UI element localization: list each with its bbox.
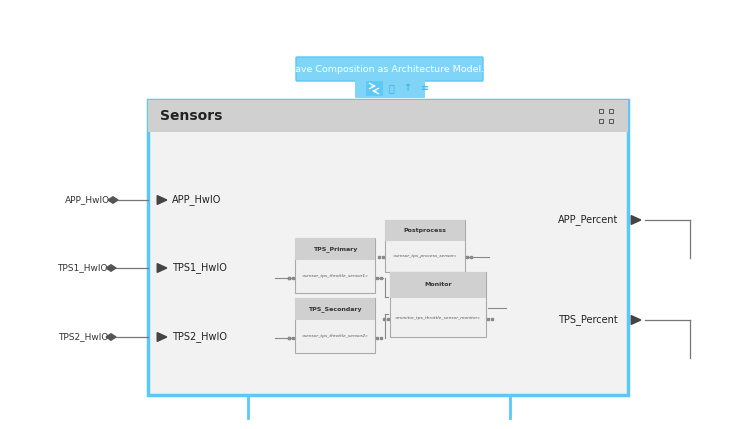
Polygon shape (157, 332, 167, 341)
Text: «sensor_tps_throttle_sensor1»: «sensor_tps_throttle_sensor1» (301, 275, 369, 278)
Bar (295, 238, 375, 293)
Polygon shape (631, 216, 641, 224)
Text: ≡: ≡ (421, 83, 429, 93)
Bar (385, 220, 465, 272)
Bar (295, 238, 375, 260)
Bar (390, 272, 486, 337)
FancyBboxPatch shape (148, 100, 628, 395)
Bar (385, 220, 465, 241)
FancyBboxPatch shape (355, 78, 425, 98)
Polygon shape (106, 334, 116, 340)
Bar (148, 100, 628, 132)
Bar (599, 109, 604, 113)
Text: TPS_Primary: TPS_Primary (313, 246, 357, 252)
Text: ⛓: ⛓ (388, 83, 394, 93)
Text: APP_HwIO: APP_HwIO (172, 194, 222, 205)
Text: Monitor: Monitor (424, 283, 452, 287)
Text: APP_Percent: APP_Percent (557, 214, 618, 226)
Text: «sensor_tps_process_sensor»: «sensor_tps_process_sensor» (392, 254, 457, 258)
Bar (295, 298, 375, 353)
Text: ↑: ↑ (404, 83, 412, 93)
Text: TPS2_HwIO: TPS2_HwIO (172, 332, 227, 342)
Text: TPS_Secondary: TPS_Secondary (308, 306, 362, 312)
Bar (609, 119, 612, 123)
Text: Sensors: Sensors (160, 109, 222, 123)
Text: APP_HwIO: APP_HwIO (65, 196, 110, 205)
FancyBboxPatch shape (296, 57, 483, 81)
Bar (599, 119, 604, 123)
Text: Postprocess: Postprocess (404, 228, 446, 233)
Bar (609, 109, 612, 113)
Text: TPS2_HwIO: TPS2_HwIO (57, 332, 108, 341)
Bar (366, 81, 382, 95)
Text: TPS_Percent: TPS_Percent (558, 314, 618, 326)
Polygon shape (157, 263, 167, 272)
Text: TPS1_HwIO: TPS1_HwIO (57, 263, 108, 272)
Polygon shape (108, 197, 118, 203)
Text: TPS1_HwIO: TPS1_HwIO (172, 263, 227, 273)
Text: Save Composition as Architecture Model...: Save Composition as Architecture Model..… (289, 64, 490, 73)
Bar (390, 272, 486, 298)
Polygon shape (106, 265, 116, 271)
Polygon shape (631, 316, 641, 324)
Text: «monitor_tps_throttle_sensor_monitor»: «monitor_tps_throttle_sensor_monitor» (395, 315, 481, 320)
Polygon shape (157, 196, 167, 204)
Bar (295, 298, 375, 320)
Text: «sensor_tps_throttle_sensor2»: «sensor_tps_throttle_sensor2» (301, 335, 369, 338)
